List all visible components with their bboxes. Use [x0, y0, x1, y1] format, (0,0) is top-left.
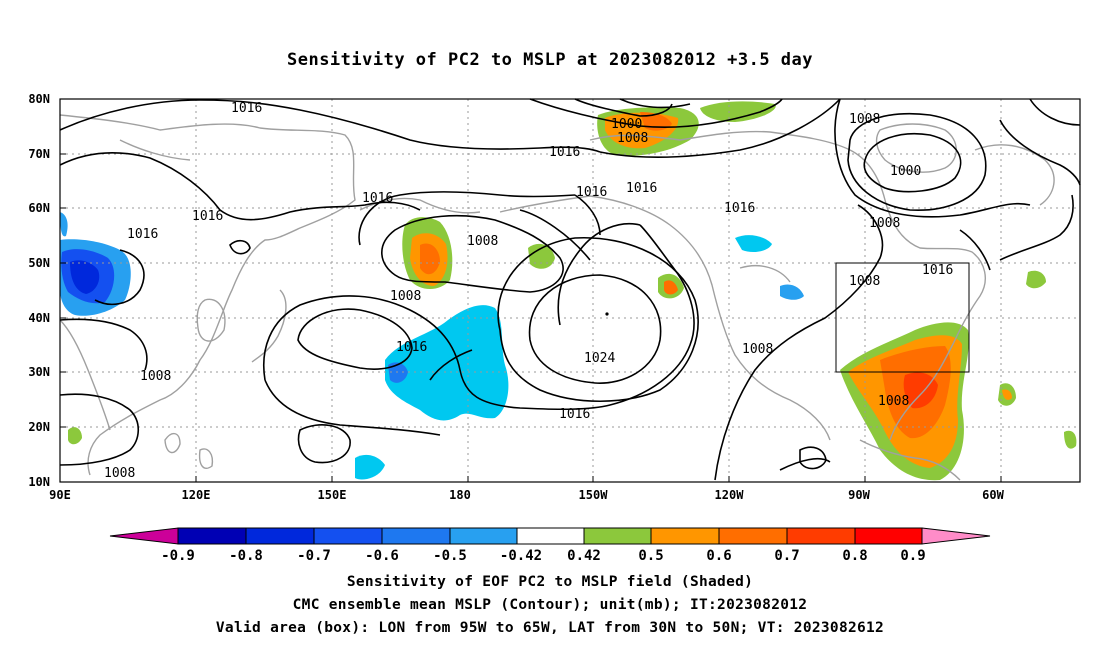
colorbar-swatch — [382, 528, 450, 544]
contour-label: 1016 — [192, 209, 223, 224]
contour-label: 1016 — [231, 101, 262, 116]
colorbar — [110, 528, 990, 544]
contour-label: 1008 — [390, 289, 421, 304]
lat-tick-label: 40N — [28, 311, 50, 325]
colorbar-swatch — [246, 528, 314, 544]
colorbar-swatch — [855, 528, 922, 544]
contour-label: 1016 — [549, 145, 580, 160]
colorbar-label: 0.7 — [774, 548, 799, 564]
colorbar-labels: -0.9 -0.8 -0.7 -0.6 -0.5 -0.42 0.42 0.5 … — [161, 548, 926, 564]
contour-label: 1024 — [584, 351, 615, 366]
lon-tick-label: 120E — [182, 488, 211, 502]
colorbar-label: -0.5 — [433, 548, 467, 564]
colorbar-swatch — [178, 528, 246, 544]
contour-label: 1008 — [617, 131, 648, 146]
lon-tick-label: 150E — [318, 488, 347, 502]
colorbar-label: -0.8 — [229, 548, 263, 564]
contour-label: 1016 — [127, 227, 158, 242]
contour-label: 1008 — [140, 369, 171, 384]
colorbar-swatch — [517, 528, 584, 544]
high-center-dot — [605, 312, 608, 315]
contour-label: 1016 — [576, 185, 607, 200]
colorbar-label: -0.42 — [500, 548, 542, 564]
lon-tick-label: 90W — [848, 488, 870, 502]
contour-label: 1016 — [626, 181, 657, 196]
footer-line-1: Sensitivity of EOF PC2 to MSLP field (Sh… — [0, 574, 1100, 590]
lat-tick-label: 20N — [28, 420, 50, 434]
colorbar-low-arrow — [110, 528, 178, 544]
contour-label: 1000 — [890, 164, 921, 179]
contour-label: 1008 — [849, 112, 880, 127]
contour-label: 1008 — [467, 234, 498, 249]
colorbar-swatch — [787, 528, 855, 544]
contour-label: 1008 — [878, 394, 909, 409]
colorbar-label: 0.42 — [567, 548, 601, 564]
colorbar-label: -0.6 — [365, 548, 399, 564]
contour-label: 1008 — [742, 342, 773, 357]
lat-tick-label: 30N — [28, 365, 50, 379]
lon-tick-label: 120W — [715, 488, 745, 502]
colorbar-swatch — [719, 528, 787, 544]
lon-tick-label: 90E — [49, 488, 71, 502]
lat-tick-labels: 80N 70N 60N 50N 40N 30N 20N 10N — [28, 92, 50, 489]
colorbar-swatch — [450, 528, 517, 544]
lon-tick-label: 180 — [449, 488, 471, 502]
colorbar-label: 0.5 — [638, 548, 663, 564]
contour-label: 1016 — [396, 340, 427, 355]
lat-tick-label: 10N — [28, 475, 50, 489]
contour-label: 1016 — [922, 263, 953, 278]
lat-tick-label: 50N — [28, 256, 50, 270]
lon-tick-label: 150W — [579, 488, 609, 502]
footer-line-2: CMC ensemble mean MSLP (Contour); unit(m… — [0, 597, 1100, 613]
colorbar-label: -0.9 — [161, 548, 195, 564]
contour-label: 1016 — [559, 407, 590, 422]
colorbar-swatch — [584, 528, 651, 544]
sensitivity-map: 1016 1016 1016 1016 1016 1016 1016 1016 … — [0, 0, 1100, 650]
colorbar-label: 0.9 — [900, 548, 925, 564]
lon-tick-labels: 90E 120E 150E 180 150W 120W 90W 60W — [49, 488, 1004, 502]
lat-tick-label: 80N — [28, 92, 50, 106]
colorbar-swatch — [314, 528, 382, 544]
contour-label: 1008 — [849, 274, 880, 289]
colorbar-high-arrow — [922, 528, 990, 544]
contour-label: 1000 — [611, 117, 642, 132]
contour-label: 1008 — [104, 466, 135, 481]
lat-tick-label: 60N — [28, 201, 50, 215]
contour-label: 1016 — [724, 201, 755, 216]
colorbar-label: 0.8 — [842, 548, 867, 564]
footer-line-3: Valid area (box): LON from 95W to 65W, L… — [0, 620, 1100, 636]
colorbar-label: 0.6 — [706, 548, 731, 564]
contour-label: 1016 — [362, 191, 393, 206]
lat-tick-label: 70N — [28, 147, 50, 161]
lon-tick-label: 60W — [982, 488, 1004, 502]
colorbar-label: -0.7 — [297, 548, 331, 564]
colorbar-swatch — [651, 528, 719, 544]
contour-label: 1008 — [869, 216, 900, 231]
